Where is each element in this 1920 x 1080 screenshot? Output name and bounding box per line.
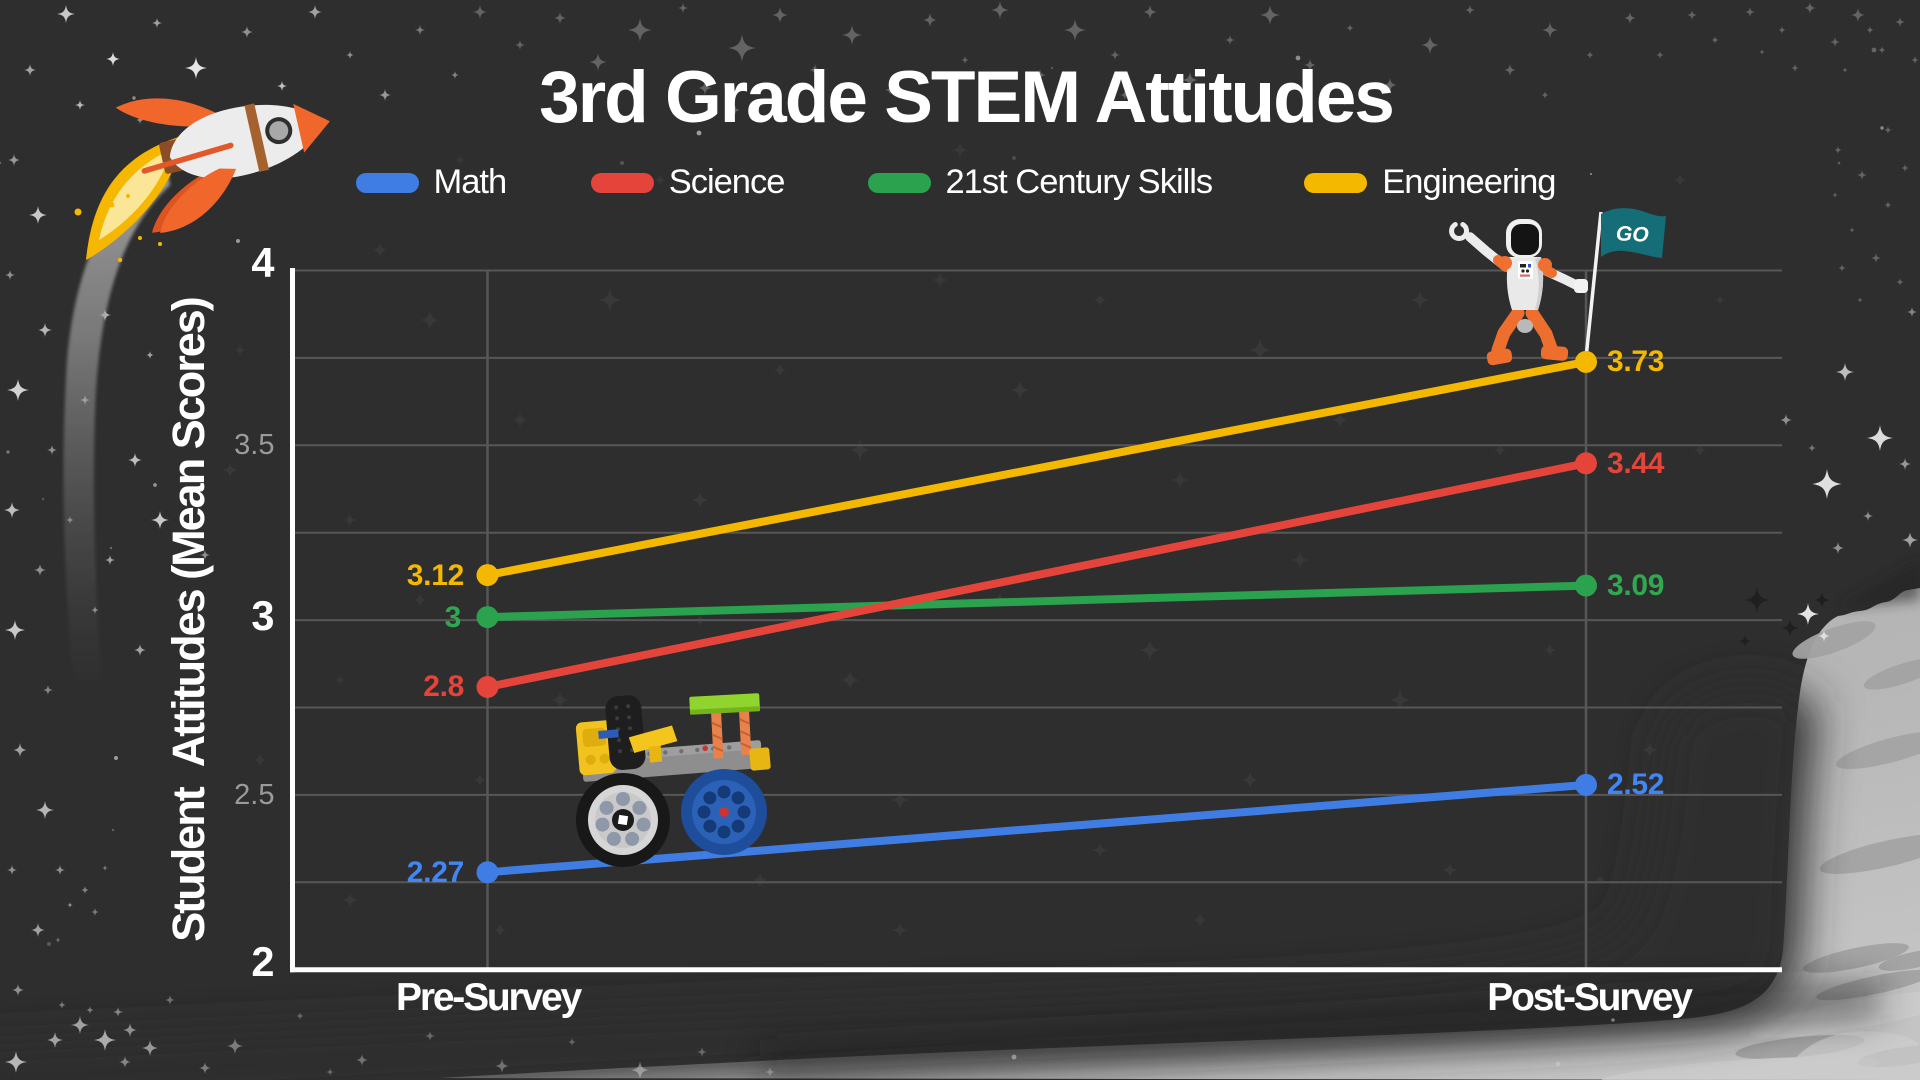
- svg-text:GO: GO: [1615, 222, 1649, 247]
